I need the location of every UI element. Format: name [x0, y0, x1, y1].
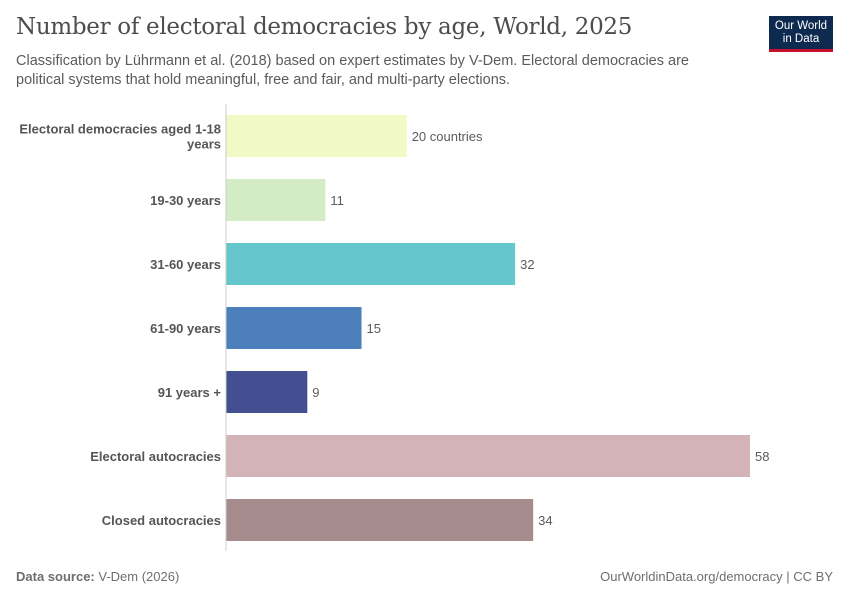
bar — [226, 179, 326, 221]
footer-url[interactable]: OurWorldinData.org/democracy | CC BY — [600, 569, 833, 584]
category-label: 91 years + — [158, 385, 222, 400]
bar — [226, 115, 407, 157]
owid-logo[interactable]: Our World in Data — [769, 16, 833, 52]
value-label: 32 — [520, 257, 534, 272]
value-label: 9 — [312, 385, 319, 400]
category-label: Electoral autocracies — [90, 449, 221, 464]
category-label: 61-90 years — [150, 321, 221, 336]
value-label: 58 — [755, 449, 769, 464]
category-label: 31-60 years — [150, 257, 221, 272]
source-label: Data source: — [16, 569, 95, 584]
value-label: 15 — [367, 321, 381, 336]
source-link[interactable]: V-Dem (2026) — [98, 569, 180, 584]
chart-title: Number of electoral democracies by age, … — [16, 14, 633, 40]
chart-subtitle: Classification by Lührmann et al. (2018)… — [16, 53, 689, 88]
logo-text: in Data — [782, 33, 820, 45]
category-label: Electoral democracies aged 1-18 — [19, 122, 221, 137]
data-source: Data source: V-Dem (2026) — [16, 569, 179, 584]
category-label: Closed autocracies — [102, 513, 221, 528]
bar — [226, 499, 534, 541]
category-label: years — [187, 137, 221, 152]
value-label: 11 — [330, 193, 344, 208]
logo-text: Our World — [774, 20, 828, 32]
bar — [226, 371, 308, 413]
category-label: 19-30 years — [150, 193, 221, 208]
bar — [226, 243, 516, 285]
value-label: 20 countries — [412, 129, 483, 144]
bar — [226, 435, 750, 477]
bar — [226, 307, 362, 349]
value-label: 34 — [538, 513, 552, 528]
